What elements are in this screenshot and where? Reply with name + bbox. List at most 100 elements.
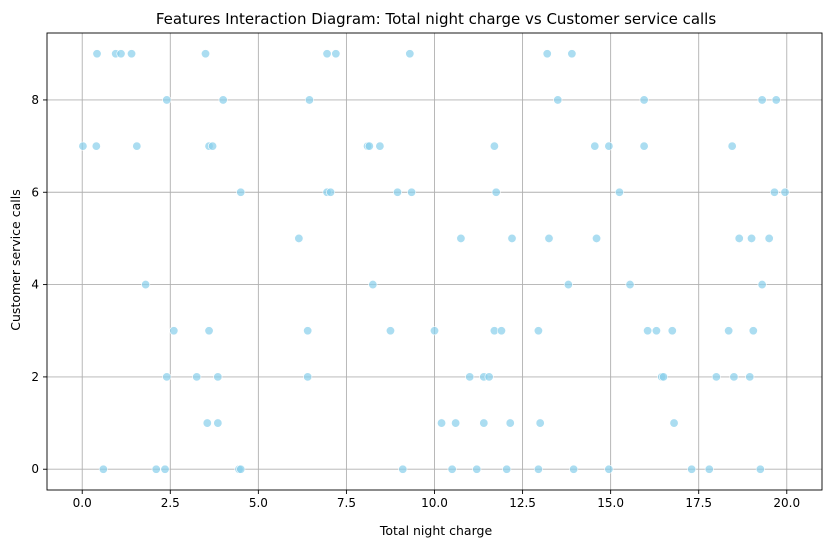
data-point	[533, 326, 543, 336]
data-point	[236, 464, 246, 474]
data-point	[625, 280, 635, 290]
data-point	[322, 49, 332, 59]
x-tick-label: 20.0	[773, 496, 800, 510]
x-tick-label: 0.0	[73, 496, 92, 510]
data-point	[502, 464, 512, 474]
data-point	[711, 372, 721, 382]
data-point	[303, 326, 313, 336]
x-tick-label: 12.5	[509, 496, 536, 510]
data-point	[78, 141, 88, 151]
data-point	[465, 372, 475, 382]
data-point	[202, 418, 212, 428]
data-point	[303, 372, 313, 382]
data-point	[604, 141, 614, 151]
data-point	[407, 187, 417, 197]
data-point	[757, 280, 767, 290]
data-point	[162, 372, 172, 382]
data-point	[729, 372, 739, 382]
y-tick-label: 4	[31, 278, 39, 292]
data-point	[757, 95, 767, 105]
data-point	[592, 233, 602, 243]
data-point	[569, 464, 579, 474]
data-point	[553, 95, 563, 105]
data-point	[160, 464, 170, 474]
data-point	[385, 326, 395, 336]
data-point	[533, 464, 543, 474]
data-point	[535, 418, 545, 428]
data-point	[304, 95, 314, 105]
data-point	[724, 326, 734, 336]
data-point	[563, 280, 573, 290]
data-point	[204, 326, 214, 336]
y-axis-label: Customer service calls	[8, 189, 23, 330]
data-point	[218, 95, 228, 105]
data-point	[505, 418, 515, 428]
data-point	[91, 141, 101, 151]
data-point	[169, 326, 179, 336]
y-tick-label: 2	[31, 370, 39, 384]
data-point	[127, 49, 137, 59]
data-point	[567, 49, 577, 59]
data-point	[375, 141, 385, 151]
data-point	[544, 233, 554, 243]
data-point	[236, 187, 246, 197]
data-point	[639, 141, 649, 151]
data-point	[479, 418, 489, 428]
data-point	[604, 464, 614, 474]
data-point	[294, 233, 304, 243]
data-point	[393, 187, 403, 197]
data-point	[643, 326, 653, 336]
data-point	[780, 187, 790, 197]
data-point	[496, 326, 506, 336]
data-point	[326, 187, 336, 197]
data-point	[331, 49, 341, 59]
data-point	[456, 233, 466, 243]
data-point	[748, 326, 758, 336]
data-point	[484, 372, 494, 382]
x-tick-label: 5.0	[249, 496, 268, 510]
data-point	[507, 233, 517, 243]
data-point	[639, 95, 649, 105]
data-point	[141, 280, 151, 290]
data-point	[755, 464, 765, 474]
x-tick-label: 15.0	[597, 496, 624, 510]
data-point	[447, 464, 457, 474]
data-point	[771, 95, 781, 105]
data-point	[368, 280, 378, 290]
data-point	[651, 326, 661, 336]
chart-title: Features Interaction Diagram: Total nigh…	[156, 10, 717, 28]
x-tick-label: 7.5	[337, 496, 356, 510]
data-point	[208, 141, 218, 151]
data-point	[472, 464, 482, 474]
data-point	[213, 372, 223, 382]
x-tick-label: 17.5	[685, 496, 712, 510]
data-point	[764, 233, 774, 243]
data-point	[658, 372, 668, 382]
data-point	[429, 326, 439, 336]
data-point	[98, 464, 108, 474]
data-point	[687, 464, 697, 474]
data-point	[437, 418, 447, 428]
data-point	[132, 141, 142, 151]
data-point	[704, 464, 714, 474]
data-point	[201, 49, 211, 59]
data-point	[364, 141, 374, 151]
data-point	[769, 187, 779, 197]
data-point	[151, 464, 161, 474]
data-point	[405, 49, 415, 59]
x-tick-label: 10.0	[421, 496, 448, 510]
data-point	[213, 418, 223, 428]
data-point	[667, 326, 677, 336]
data-points	[78, 49, 790, 474]
data-point	[542, 49, 552, 59]
data-point	[162, 95, 172, 105]
data-point	[734, 233, 744, 243]
x-tick-label: 2.5	[161, 496, 180, 510]
data-point	[747, 233, 757, 243]
data-point	[451, 418, 461, 428]
data-point	[590, 141, 600, 151]
axis-ticks: 0.0 2.5 5.0 7.5 10.0 12.5 15.0 17.5 20.0 0 2 4 6 8	[31, 93, 800, 510]
data-point	[727, 141, 737, 151]
data-point	[192, 372, 202, 382]
